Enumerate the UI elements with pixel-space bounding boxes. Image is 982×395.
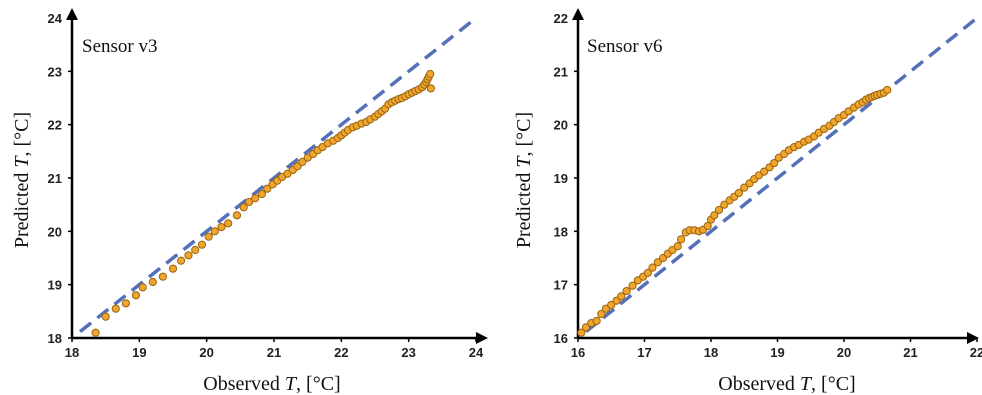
y-tick-label: 16 — [554, 331, 568, 346]
x-tick-label: 20 — [837, 345, 851, 360]
x-tick-label: 24 — [469, 345, 484, 360]
data-point — [710, 211, 719, 220]
y-tick-label: 24 — [48, 11, 63, 26]
x-tick-label: 16 — [571, 345, 585, 360]
data-point — [653, 258, 662, 267]
y-axis-arrow — [66, 8, 78, 20]
x-tick-label: 21 — [903, 345, 917, 360]
y-tick-label: 23 — [48, 64, 62, 79]
data-point — [643, 268, 652, 278]
data-point — [648, 263, 657, 272]
data-point — [210, 227, 219, 236]
data-point — [628, 281, 637, 290]
data-point — [734, 188, 744, 198]
data-point — [232, 211, 242, 220]
data-point — [760, 167, 769, 176]
y-tick-label: 22 — [554, 11, 568, 26]
data-point — [592, 316, 601, 326]
y-axis-label: Predicted T, [°C] — [11, 112, 33, 248]
y-tick-label: 18 — [554, 224, 568, 239]
data-point — [607, 300, 616, 310]
reference-line — [78, 16, 478, 333]
data-point — [676, 235, 686, 244]
chart-title: Sensor v3 — [82, 36, 157, 57]
data-point — [617, 292, 626, 301]
x-tick-label: 23 — [401, 345, 415, 360]
y-axis-arrow — [572, 8, 584, 20]
data-point — [263, 184, 272, 193]
y-tick-label: 17 — [554, 278, 568, 293]
data-point — [148, 277, 157, 287]
x-tick-label: 20 — [199, 345, 213, 360]
y-axis-label: Predicted T, [°C] — [513, 112, 535, 248]
data-point — [101, 312, 110, 321]
data-point — [197, 240, 207, 249]
data-point — [176, 256, 186, 265]
y-tick-label: 20 — [48, 224, 62, 239]
data-point — [168, 264, 178, 273]
chart-panel-sensor-v6: 16 17 18 19 20 21 22 16 17 18 19 20 21 22 Sensor v6 Obs… — [513, 8, 982, 395]
y-tick-label: 19 — [48, 278, 62, 293]
x-tick-label: 19 — [770, 345, 784, 360]
data-point — [622, 286, 631, 296]
data-point — [91, 328, 100, 337]
y-tick-label: 21 — [554, 64, 568, 79]
data-point — [121, 299, 130, 308]
data-point — [703, 221, 712, 231]
y-tick-label: 22 — [48, 118, 62, 133]
y-tick-label: 20 — [554, 118, 568, 133]
data-point — [257, 189, 266, 199]
data-point — [714, 205, 724, 215]
reference-line — [584, 16, 979, 333]
y-tick-label: 18 — [48, 331, 62, 346]
data-point — [720, 200, 729, 209]
data-point — [883, 85, 892, 95]
x-tick-label: 17 — [637, 345, 651, 360]
x-axis-label: Observed T, [°C] — [718, 373, 855, 395]
data-point — [597, 309, 606, 319]
data-point — [770, 158, 779, 168]
y-tick-label: 19 — [554, 171, 568, 186]
data-point — [158, 272, 167, 281]
chart-panel-sensor-v3: 18 19 20 21 22 23 24 18 19 20 21 22 23 24 Sensor v3 Obs… — [11, 8, 488, 395]
data-point — [204, 232, 213, 241]
data-point — [577, 328, 586, 337]
data-point — [239, 203, 248, 212]
data-point — [298, 157, 307, 167]
data-point — [740, 183, 749, 192]
x-tick-label: 18 — [704, 345, 718, 360]
data-point — [673, 242, 682, 251]
data-point — [251, 194, 260, 203]
x-tick-label: 22 — [970, 345, 982, 360]
data-point — [184, 251, 193, 260]
x-axis-label: Observed T, [°C] — [203, 373, 340, 395]
data-point — [111, 304, 120, 313]
data-point — [244, 197, 254, 207]
x-tick-label: 19 — [132, 345, 146, 360]
data-point — [138, 283, 147, 292]
y-tick-label: 21 — [48, 171, 62, 186]
x-axis-arrow — [967, 332, 979, 344]
data-point — [426, 69, 435, 79]
x-tick-label: 22 — [334, 345, 348, 360]
data-point — [224, 219, 233, 228]
x-tick-label: 21 — [267, 345, 281, 360]
data-point — [426, 84, 435, 93]
data-point — [581, 323, 591, 332]
data-point — [217, 222, 226, 232]
data-point — [191, 245, 200, 255]
x-axis-arrow — [476, 332, 488, 344]
data-point — [131, 291, 141, 300]
x-tick-label: 18 — [65, 345, 79, 360]
chart-title: Sensor v6 — [587, 36, 662, 57]
